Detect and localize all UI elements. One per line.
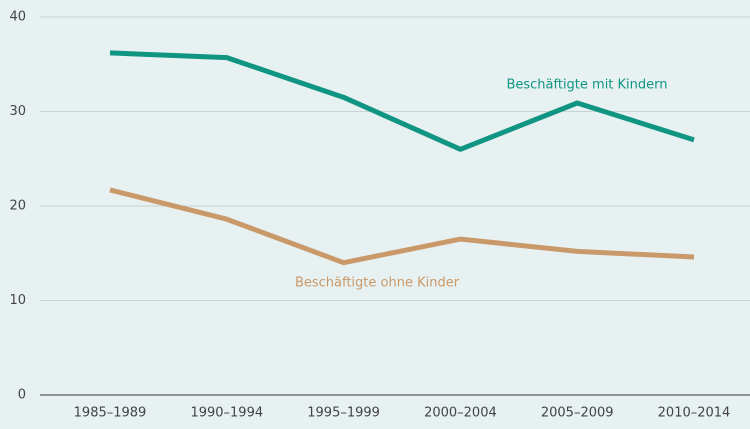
x-tick-label: 2000–2004	[424, 406, 497, 421]
x-tick-label: 1990–1994	[190, 406, 263, 421]
y-tick-label: 0	[18, 388, 26, 403]
series-line	[109, 50, 695, 152]
y-tick-label: 20	[9, 199, 26, 214]
series-line	[109, 187, 695, 266]
series-label: Beschäftigte mit Kindern	[506, 78, 667, 93]
y-tick-label: 30	[9, 104, 26, 119]
x-tick-label: 2005–2009	[541, 406, 614, 421]
y-tick-label: 40	[9, 10, 26, 25]
y-tick-label: 10	[9, 293, 26, 308]
x-tick-label: 1985–1989	[74, 406, 147, 421]
x-tick-label: 1995–1999	[307, 406, 380, 421]
series-label: Beschäftigte ohne Kinder	[295, 276, 460, 291]
x-tick-label: 2010–2014	[658, 406, 731, 421]
